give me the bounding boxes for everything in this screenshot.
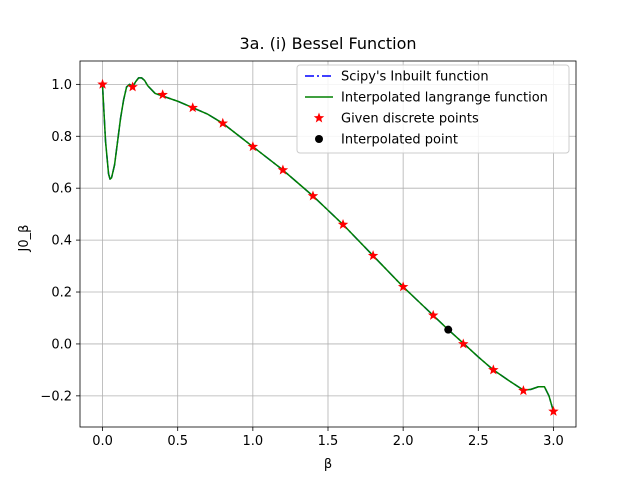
legend-label: Interpolated langrange function <box>341 91 548 106</box>
chart-title: 3a. (i) Bessel Function <box>239 34 416 53</box>
legend: Scipy's Inbuilt function Interpolated lan… <box>296 64 570 154</box>
data-point-star <box>488 364 499 375</box>
legend-swatch-circle <box>315 135 323 143</box>
data-point-star <box>427 309 439 320</box>
legend-label: Given discrete points <box>341 112 479 127</box>
y-tick-label: −0.2 <box>40 389 72 404</box>
x-tick-label: 0.5 <box>167 434 188 449</box>
y-axis-label: J0_β <box>17 225 32 253</box>
plot-area: 0.0 0.5 1.0 1.5 2.0 2.5 3.0 −0.2 0.0 0.2 0.4 0.6 0.8… <box>40 60 577 449</box>
legend-swatch-star <box>313 112 325 123</box>
data-point-star <box>247 141 259 152</box>
data-point-star <box>217 117 229 128</box>
data-point-star <box>367 250 379 261</box>
interpolated-point <box>444 325 453 334</box>
y-tick-label: 0.6 <box>51 182 72 197</box>
data-point-star <box>187 102 198 113</box>
legend-label: Interpolated point <box>341 133 458 148</box>
y-tick-label: 1.0 <box>51 78 72 93</box>
x-tick-label: 1.5 <box>318 434 339 449</box>
data-point-star <box>157 89 168 100</box>
data-point-star <box>307 190 319 201</box>
data-point-star <box>548 405 559 416</box>
data-point-star <box>337 219 349 229</box>
x-tick-label: 2.5 <box>468 434 489 449</box>
x-tick-label: 2.0 <box>393 434 414 449</box>
data-point-star <box>458 338 469 349</box>
x-tick-label: 1.0 <box>243 434 264 449</box>
y-tick-label: 0.4 <box>51 234 72 249</box>
series-line-1 <box>101 77 555 412</box>
x-tick-label: 0.0 <box>92 434 113 449</box>
legend-label: Scipy's Inbuilt function <box>341 70 489 85</box>
data-point-star <box>97 78 108 89</box>
y-tick-label: 0.2 <box>51 286 72 301</box>
legend-box <box>296 64 570 154</box>
y-tick-label: 0.0 <box>51 337 72 352</box>
y-tick-label: 0.8 <box>51 130 72 145</box>
data-point-star <box>397 281 409 292</box>
x-axis-label: β <box>324 457 332 472</box>
data-point-star <box>518 385 529 396</box>
data-point-star <box>127 81 138 92</box>
data-point-star <box>277 164 289 175</box>
x-tick-label: 3.0 <box>543 434 564 449</box>
